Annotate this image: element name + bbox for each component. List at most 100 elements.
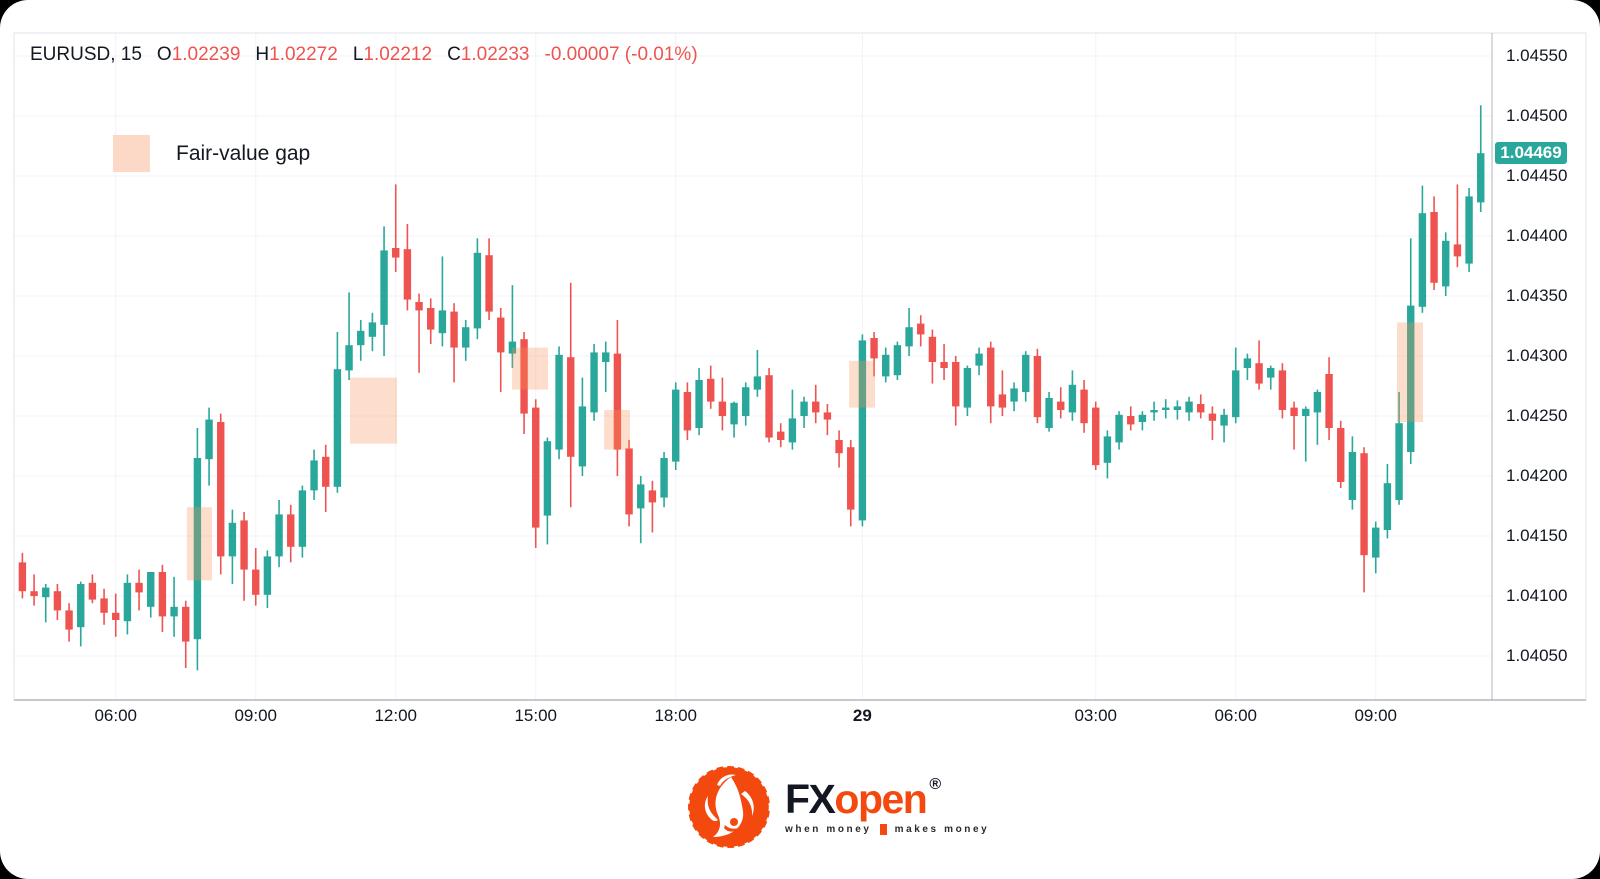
last-price-badge: 1.04469 bbox=[1495, 142, 1567, 165]
candle bbox=[427, 298, 435, 344]
time-label[interactable]: 29 bbox=[852, 706, 872, 725]
candle bbox=[392, 184, 400, 272]
candle bbox=[485, 238, 493, 320]
candle bbox=[718, 377, 727, 431]
time-label[interactable]: 06:00 bbox=[1214, 706, 1258, 725]
brand-fx: FX bbox=[785, 776, 836, 822]
candle bbox=[1103, 430, 1112, 479]
candle bbox=[1232, 347, 1240, 424]
price-label: 1.04450 bbox=[1506, 166, 1568, 185]
candle bbox=[182, 600, 190, 668]
candle bbox=[823, 404, 832, 436]
candle bbox=[368, 312, 377, 352]
time-label[interactable]: 15:00 bbox=[514, 706, 558, 725]
candle bbox=[1453, 184, 1462, 268]
candle bbox=[228, 509, 237, 584]
candle bbox=[928, 329, 937, 384]
candle bbox=[1033, 348, 1042, 424]
candle bbox=[1267, 365, 1275, 390]
symbol-title[interactable]: EURUSD, 15 bbox=[30, 44, 142, 65]
candle bbox=[18, 552, 27, 599]
candle bbox=[1360, 447, 1368, 593]
candle bbox=[1477, 105, 1485, 212]
fair-value-gap-box bbox=[604, 410, 631, 450]
price-label: 1.04100 bbox=[1506, 586, 1568, 605]
fair-value-gap-box bbox=[1396, 322, 1423, 422]
candle bbox=[473, 238, 482, 340]
candle bbox=[1220, 408, 1228, 443]
tagline-right: makes money bbox=[894, 824, 990, 835]
candle bbox=[777, 423, 785, 448]
time-label[interactable]: 09:00 bbox=[234, 706, 277, 725]
time-label[interactable]: 12:00 bbox=[374, 706, 418, 725]
time-label[interactable]: 06:00 bbox=[94, 706, 137, 725]
candle bbox=[917, 315, 925, 347]
time-label[interactable]: 18:00 bbox=[654, 706, 698, 725]
candle bbox=[590, 344, 598, 421]
candle bbox=[998, 370, 1007, 416]
candle bbox=[1372, 521, 1380, 574]
candle bbox=[1290, 401, 1298, 450]
time-label[interactable]: 03:00 bbox=[1074, 706, 1118, 725]
candle bbox=[123, 574, 132, 635]
candle bbox=[963, 365, 972, 416]
fair-value-gap-box bbox=[849, 360, 876, 408]
candle bbox=[812, 384, 820, 424]
candle bbox=[940, 344, 948, 380]
candle bbox=[602, 341, 610, 392]
candle bbox=[1302, 406, 1310, 462]
time-label[interactable]: 09:00 bbox=[1354, 706, 1398, 725]
candle bbox=[1150, 401, 1158, 421]
candle bbox=[578, 377, 587, 476]
candle bbox=[742, 382, 750, 426]
candle bbox=[252, 548, 260, 606]
candle bbox=[1162, 399, 1170, 419]
candle bbox=[1045, 392, 1053, 432]
candle bbox=[952, 356, 960, 426]
price-axis[interactable]: 1.04550 1.04500 1.04450 1.04400 1.04350 1.043… bbox=[1506, 0, 1596, 700]
time-axis[interactable]: 06:00 09:00 12:00 15:00 18:00 29 03:00 06:00 09:… bbox=[0, 706, 1600, 734]
brand-open: open bbox=[834, 776, 927, 822]
candle bbox=[193, 428, 202, 671]
open-label: O bbox=[156, 44, 172, 65]
candle bbox=[1442, 232, 1450, 296]
candle bbox=[893, 341, 902, 380]
candle bbox=[287, 504, 295, 563]
candle bbox=[1127, 406, 1135, 431]
candle bbox=[1208, 406, 1217, 440]
candle bbox=[310, 449, 318, 500]
candle bbox=[1057, 387, 1065, 419]
candle bbox=[462, 320, 470, 361]
candle bbox=[240, 512, 248, 601]
candle bbox=[30, 574, 38, 606]
candle bbox=[882, 347, 890, 383]
fxopen-mascot-icon bbox=[687, 765, 771, 849]
price-label: 1.04200 bbox=[1506, 466, 1568, 485]
candle bbox=[88, 574, 97, 604]
candle bbox=[532, 399, 540, 548]
fxopen-brand: FXopen ® bbox=[785, 776, 989, 822]
candle bbox=[263, 550, 272, 608]
candle bbox=[1418, 185, 1427, 313]
candle bbox=[753, 350, 762, 397]
price-label: 1.04400 bbox=[1506, 226, 1568, 245]
high-value: 1.02272 bbox=[269, 44, 338, 65]
candle bbox=[707, 365, 715, 409]
candle bbox=[1313, 389, 1322, 445]
candle bbox=[100, 588, 108, 625]
ohlc-close: C1.02233 bbox=[447, 44, 529, 66]
candle bbox=[1185, 396, 1193, 421]
candle bbox=[905, 308, 913, 356]
candle bbox=[800, 396, 808, 428]
candle bbox=[1348, 436, 1357, 510]
candle bbox=[53, 584, 62, 620]
candle bbox=[112, 593, 120, 637]
last-price-value: 1.04469 bbox=[1500, 143, 1562, 163]
low-value: 1.02212 bbox=[363, 44, 433, 65]
candle bbox=[415, 293, 423, 373]
fxopen-logo: FXopen ® when money makes money bbox=[687, 765, 989, 849]
candle bbox=[170, 576, 178, 637]
candle bbox=[298, 485, 307, 558]
